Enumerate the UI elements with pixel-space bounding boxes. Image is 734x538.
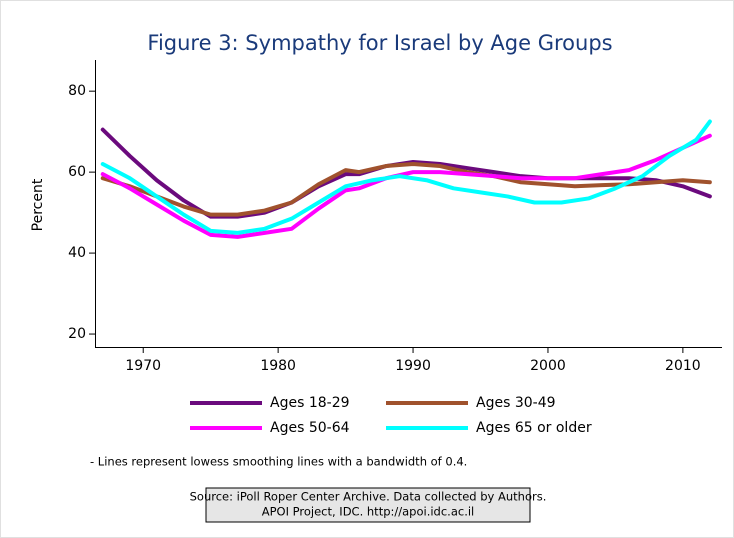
series-line bbox=[100, 162, 712, 217]
note: - Lines represent lowess smoothing lines… bbox=[90, 455, 467, 469]
source-text: Source: iPoll Roper Center Archive. Data… bbox=[190, 490, 547, 504]
source-box bbox=[205, 487, 531, 523]
y-tick-label: 20 bbox=[68, 326, 86, 342]
legend-label: Ages 30-49 bbox=[476, 395, 556, 411]
series-line bbox=[100, 119, 712, 235]
x-tick-label: 1990 bbox=[395, 358, 431, 374]
y-tick-label: 40 bbox=[68, 245, 86, 261]
source-text: APOI Project, IDC. http://apoi.idc.ac.il bbox=[262, 505, 475, 519]
legend-label: Ages 18-29 bbox=[270, 395, 350, 411]
x-tick-label: 2000 bbox=[530, 358, 566, 374]
legend-label: Ages 65 or older bbox=[476, 420, 592, 436]
y-axis-label: Percent bbox=[30, 178, 46, 231]
legend-label: Ages 50-64 bbox=[270, 420, 350, 436]
y-tick-label: 60 bbox=[68, 164, 86, 180]
x-tick-label: 1970 bbox=[125, 358, 161, 374]
chart-title: Figure 3: Sympathy for Israel by Age Gro… bbox=[147, 31, 612, 55]
x-tick-label: 2010 bbox=[665, 358, 701, 374]
x-tick-label: 1980 bbox=[260, 358, 296, 374]
y-tick-label: 80 bbox=[68, 83, 86, 99]
